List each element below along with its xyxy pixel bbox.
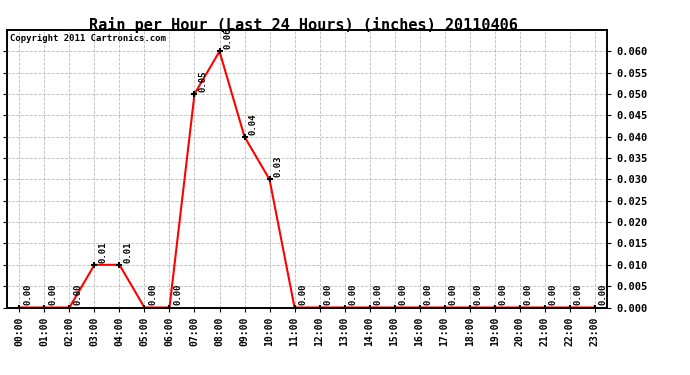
Text: 0.00: 0.00 (398, 284, 407, 305)
Text: Copyright 2011 Cartronics.com: Copyright 2011 Cartronics.com (10, 34, 166, 43)
Text: 0.01: 0.01 (124, 241, 132, 262)
Text: 0.03: 0.03 (273, 156, 282, 177)
Text: 0.05: 0.05 (198, 70, 207, 92)
Text: 0.00: 0.00 (549, 284, 558, 305)
Text: 0.00: 0.00 (148, 284, 157, 305)
Text: 0.00: 0.00 (48, 284, 57, 305)
Text: 0.00: 0.00 (298, 284, 307, 305)
Text: 0.00: 0.00 (173, 284, 182, 305)
Text: 0.00: 0.00 (73, 284, 82, 305)
Text: 0.00: 0.00 (424, 284, 433, 305)
Text: 0.00: 0.00 (348, 284, 357, 305)
Text: Rain per Hour (Last 24 Hours) (inches) 20110406: Rain per Hour (Last 24 Hours) (inches) 2… (89, 17, 518, 33)
Text: 0.00: 0.00 (573, 284, 582, 305)
Text: 0.00: 0.00 (324, 284, 333, 305)
Text: 0.01: 0.01 (98, 241, 107, 262)
Text: 0.00: 0.00 (448, 284, 457, 305)
Text: 0.06: 0.06 (224, 28, 233, 49)
Text: 0.00: 0.00 (524, 284, 533, 305)
Text: 0.00: 0.00 (498, 284, 507, 305)
Text: 0.00: 0.00 (373, 284, 382, 305)
Text: 0.00: 0.00 (23, 284, 32, 305)
Text: 0.00: 0.00 (473, 284, 482, 305)
Text: 0.04: 0.04 (248, 113, 257, 135)
Text: 0.00: 0.00 (598, 284, 607, 305)
